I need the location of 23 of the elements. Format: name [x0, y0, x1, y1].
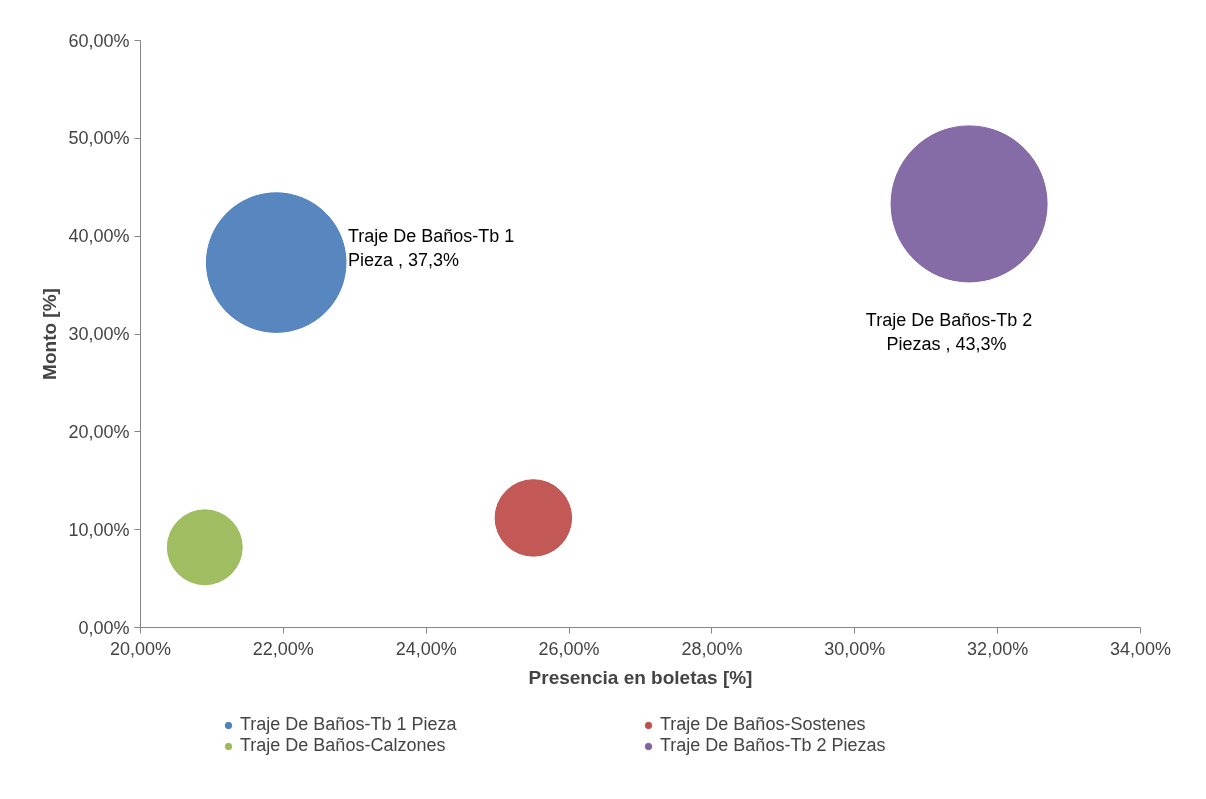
legend-label: Traje De Baños-Tb 2 Piezas [660, 735, 887, 756]
y-tick-label: 30,00% [68, 324, 130, 344]
y-tick-label: 0,00% [78, 617, 130, 638]
x-axis-title: Presencia en boletas [%] [528, 666, 753, 688]
legend-label: Traje De Baños-Tb 1 Pieza [240, 714, 458, 735]
x-tick-label: 34,00% [1109, 638, 1172, 659]
y-tick-label: 20,00% [68, 421, 130, 442]
y-tick-label: 10,00% [68, 519, 130, 540]
y-axis-title: Monto [%] [39, 288, 61, 380]
data-label: Traje De Baños-Tb 2 Piezas , 43,3% [865, 309, 1033, 354]
x-tick-label: 24,00% [395, 638, 457, 659]
data-label: Traje De Baños-Tb 1 Pieza , 37,3% [347, 225, 515, 270]
x-tick-label: 28,00% [681, 638, 743, 659]
x-tick-label: 20,00% [109, 638, 172, 659]
x-tick-label: 22,00% [252, 638, 314, 659]
x-tick-label: 32,00% [967, 638, 1029, 659]
y-tick-label: 50,00% [68, 128, 130, 149]
x-tick-label: 30,00% [824, 638, 886, 659]
legend-label: Traje De Baños-Calzones [240, 735, 447, 756]
y-tick-label: 40,00% [68, 226, 130, 247]
y-tick-label: 60,00% [68, 30, 130, 51]
legend-label: Traje De Baños-Sostenes [660, 714, 867, 735]
x-tick-label: 26,00% [538, 638, 600, 659]
